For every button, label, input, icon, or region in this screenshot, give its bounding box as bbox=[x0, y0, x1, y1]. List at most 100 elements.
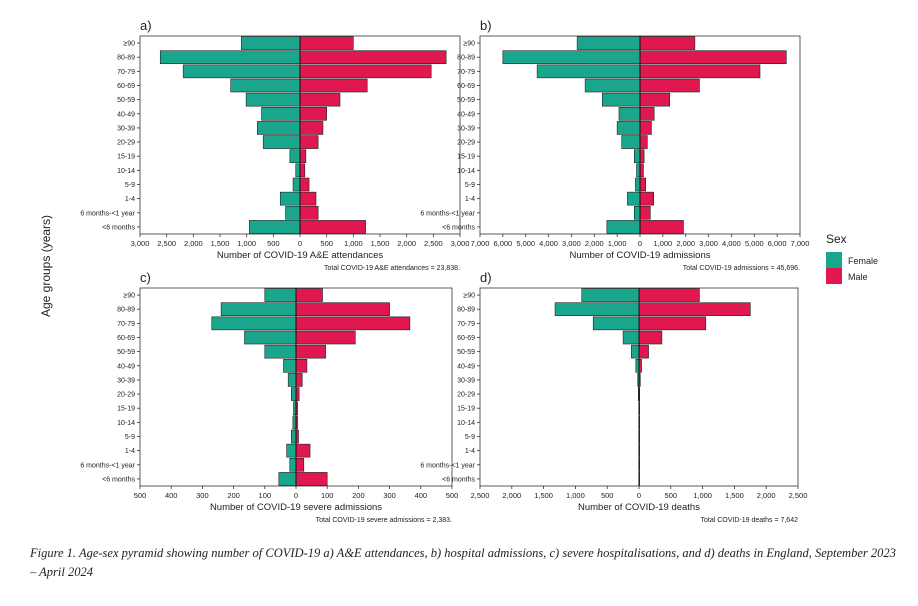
y-tick-label: 50-59 bbox=[457, 97, 475, 104]
bar-male bbox=[295, 472, 328, 486]
y-tick-label: ≥90 bbox=[123, 41, 135, 48]
bar-female bbox=[230, 78, 301, 93]
y-tick-label: 60-69 bbox=[117, 83, 135, 90]
bar-male bbox=[299, 177, 310, 192]
legend-title: Sex bbox=[826, 232, 847, 246]
x-tick-label: 3,000 bbox=[131, 239, 150, 248]
x-tick-label: 2,500 bbox=[789, 491, 808, 500]
panel-label: a) bbox=[140, 18, 152, 33]
bar-male bbox=[295, 316, 411, 331]
x-tick-label: 1,000 bbox=[608, 239, 627, 248]
bar-male bbox=[639, 205, 651, 220]
x-tick-label: 5,000 bbox=[516, 239, 535, 248]
y-tick-label: <6 months bbox=[442, 476, 475, 483]
total-note: Total COVID-19 severe admissions = 2,383… bbox=[316, 517, 452, 524]
bar-female bbox=[283, 358, 297, 373]
bar-female bbox=[257, 121, 301, 135]
bar-male bbox=[639, 92, 671, 107]
x-tick-label: 500 bbox=[601, 491, 614, 500]
y-tick-label: 30-39 bbox=[117, 377, 135, 384]
y-tick-label: 50-59 bbox=[117, 349, 135, 356]
y-tick-label: 15-19 bbox=[117, 154, 135, 161]
y-tick-label: 80-89 bbox=[117, 55, 135, 62]
x-tick-label: 100 bbox=[321, 491, 334, 500]
x-tick-label: 500 bbox=[267, 239, 280, 248]
x-tick-label: 2,500 bbox=[157, 239, 176, 248]
panel-label: d) bbox=[480, 270, 492, 285]
y-tick-label: 20-29 bbox=[117, 140, 135, 147]
y-tick-label: 5-9 bbox=[465, 434, 475, 441]
x-axis-title: Number of COVID-19 deaths bbox=[578, 502, 700, 513]
x-tick-label: 2,500 bbox=[471, 491, 490, 500]
y-tick-label: 60-69 bbox=[457, 83, 475, 90]
x-tick-label: 300 bbox=[196, 491, 209, 500]
x-axis-title: Number of COVID-19 admissions bbox=[570, 250, 711, 261]
y-tick-label: 15-19 bbox=[117, 406, 135, 413]
y-tick-label: 5-9 bbox=[465, 182, 475, 189]
y-tick-label: 1-4 bbox=[465, 448, 475, 455]
bar-female bbox=[245, 92, 301, 107]
y-tick-label: 1-4 bbox=[465, 196, 475, 203]
x-tick-label: 0 bbox=[294, 491, 298, 500]
bar-male bbox=[639, 121, 652, 135]
x-tick-label: 0 bbox=[298, 239, 302, 248]
panel-4: ≥90 80-89 70-79 60-69 50-59 40-49 30-39 20-29 15… bbox=[420, 270, 807, 524]
bar-male bbox=[639, 177, 647, 192]
y-tick-label: 60-69 bbox=[117, 335, 135, 342]
y-tick-label: 10-14 bbox=[457, 420, 475, 427]
x-tick-label: 2,000 bbox=[184, 239, 203, 248]
x-axis-title: Number of COVID-19 severe admissions bbox=[210, 502, 382, 513]
bar-female bbox=[261, 106, 301, 121]
bar-female bbox=[581, 288, 640, 302]
x-tick-label: 500 bbox=[320, 239, 333, 248]
bar-male bbox=[299, 149, 307, 164]
y-tick-label: 6 months-<1 year bbox=[420, 462, 475, 469]
panel-label: b) bbox=[480, 18, 492, 33]
bar-female bbox=[633, 205, 641, 220]
y-tick-label: 50-59 bbox=[117, 97, 135, 104]
x-tick-label: 2,000 bbox=[757, 491, 776, 500]
bar-male bbox=[299, 191, 317, 206]
bar-male bbox=[295, 344, 326, 359]
bar-male bbox=[299, 135, 319, 149]
x-tick-label: 1,000 bbox=[237, 239, 256, 248]
bar-male bbox=[639, 50, 787, 65]
x-tick-label: 1,000 bbox=[693, 491, 712, 500]
x-tick-label: 1,000 bbox=[653, 239, 672, 248]
bar-male bbox=[295, 288, 323, 302]
bar-female bbox=[618, 106, 641, 121]
bar-male bbox=[638, 344, 649, 359]
x-tick-label: 200 bbox=[352, 491, 365, 500]
legend: Sex Female Male bbox=[826, 232, 878, 284]
y-tick-label: 70-79 bbox=[457, 69, 475, 76]
x-tick-label: 2,000 bbox=[397, 239, 416, 248]
bar-male bbox=[638, 316, 707, 331]
bar-female bbox=[244, 330, 297, 345]
y-tick-label: 10-14 bbox=[117, 420, 135, 427]
x-tick-label: 2,000 bbox=[502, 491, 521, 500]
bar-male bbox=[299, 50, 447, 65]
bar-female bbox=[292, 177, 301, 192]
bar-female bbox=[576, 36, 641, 50]
x-tick-label: 1,500 bbox=[371, 239, 390, 248]
bar-male bbox=[295, 302, 390, 317]
figure-caption: Figure 1. Age-sex pyramid showing number… bbox=[30, 546, 896, 579]
y-tick-label: 40-49 bbox=[457, 363, 475, 370]
bar-male bbox=[295, 443, 311, 458]
x-axis-title: Number of COVID-19 A&E attendances bbox=[217, 250, 384, 261]
bar-male bbox=[638, 330, 663, 345]
x-tick-label: 3,000 bbox=[699, 239, 718, 248]
y-tick-label: 70-79 bbox=[117, 321, 135, 328]
bar-male bbox=[639, 163, 644, 178]
y-tick-label: 80-89 bbox=[457, 307, 475, 314]
y-tick-label: 40-49 bbox=[457, 111, 475, 118]
x-tick-label: 100 bbox=[259, 491, 272, 500]
x-tick-label: 6,000 bbox=[493, 239, 512, 248]
y-axis-title: Age groups (years) bbox=[39, 215, 53, 317]
bar-female bbox=[601, 92, 641, 107]
bar-female bbox=[289, 149, 301, 164]
y-tick-label: <6 months bbox=[102, 224, 135, 231]
bar-female bbox=[636, 163, 641, 178]
y-tick-label: 60-69 bbox=[457, 335, 475, 342]
bar-female bbox=[249, 220, 301, 234]
